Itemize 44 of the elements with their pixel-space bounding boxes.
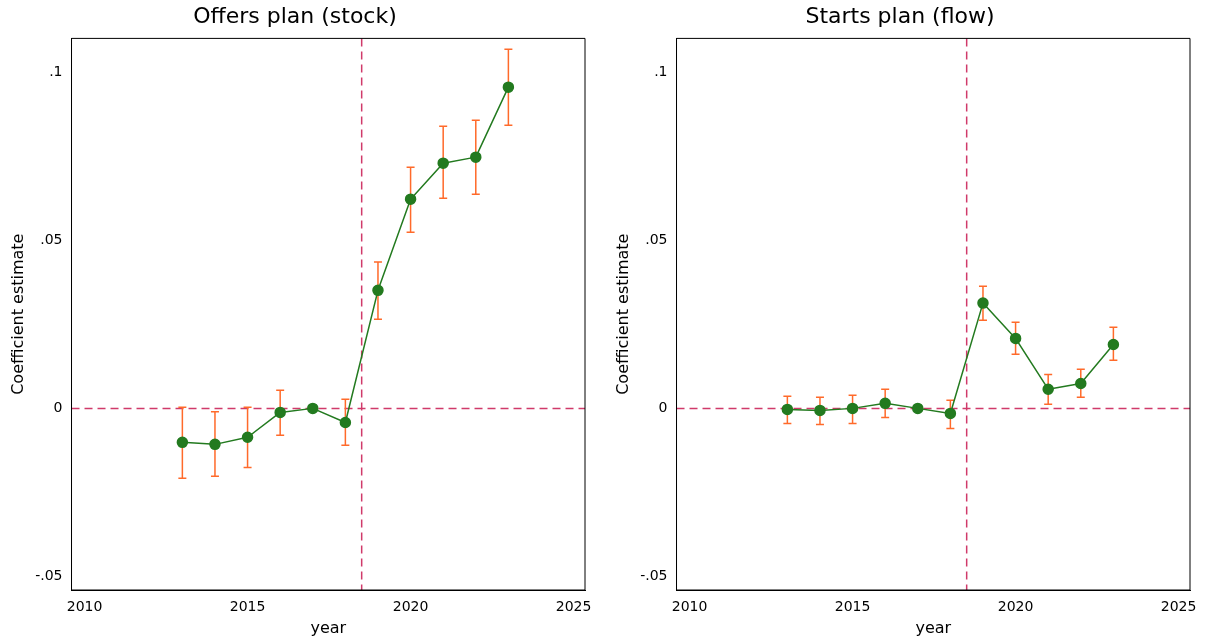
point — [1075, 377, 1087, 390]
chart-title: Offers plan (stock) — [193, 2, 397, 28]
x-tick-label: 2010 — [671, 598, 708, 615]
point — [372, 284, 384, 297]
y-tick-label: .05 — [645, 230, 668, 247]
point — [209, 438, 221, 451]
y-tick-label: -.05 — [35, 567, 63, 584]
y-axis-title: Coefficient estimate — [7, 233, 27, 395]
point — [176, 436, 189, 449]
y-tick-label: .1 — [654, 62, 668, 79]
x-tick-label: 2020 — [392, 598, 429, 615]
x-tick-label: 2025 — [1160, 598, 1197, 615]
x-axis-title: year — [310, 617, 347, 637]
point — [404, 193, 417, 205]
x-tick-label: 2015 — [834, 598, 871, 615]
point — [437, 157, 449, 169]
x-tick-label: 2010 — [66, 598, 103, 615]
point — [846, 402, 859, 415]
point — [339, 416, 352, 429]
point — [1009, 332, 1022, 345]
point — [944, 407, 957, 420]
y-axis-title: Coefficient estimate — [612, 233, 632, 395]
y-tick-label: -.05 — [640, 567, 668, 584]
point — [1107, 338, 1120, 351]
x-tick-label: 2025 — [555, 598, 592, 615]
y-tick-label: 0 — [53, 399, 63, 416]
point — [241, 431, 254, 444]
point — [470, 151, 482, 163]
point — [879, 397, 891, 410]
point — [274, 406, 286, 419]
point — [307, 402, 319, 415]
point — [912, 402, 924, 415]
y-tick-label: .1 — [49, 62, 63, 79]
y-tick-label: 0 — [658, 399, 668, 416]
x-axis-title: year — [915, 617, 952, 637]
point — [977, 297, 989, 309]
chart-title: Starts plan (flow) — [805, 2, 995, 28]
point — [502, 81, 515, 93]
point — [814, 404, 826, 417]
y-tick-label: .05 — [40, 230, 63, 247]
point — [781, 403, 794, 416]
point — [1042, 383, 1054, 395]
x-tick-label: 2015 — [229, 598, 266, 615]
x-tick-label: 2020 — [997, 598, 1034, 615]
